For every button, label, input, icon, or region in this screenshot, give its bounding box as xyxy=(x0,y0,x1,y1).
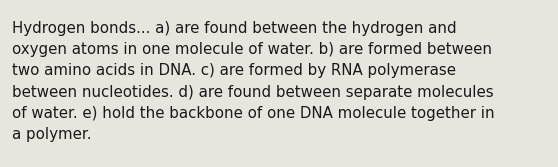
Text: Hydrogen bonds... a) are found between the hydrogen and
oxygen atoms in one mole: Hydrogen bonds... a) are found between t… xyxy=(12,21,495,142)
